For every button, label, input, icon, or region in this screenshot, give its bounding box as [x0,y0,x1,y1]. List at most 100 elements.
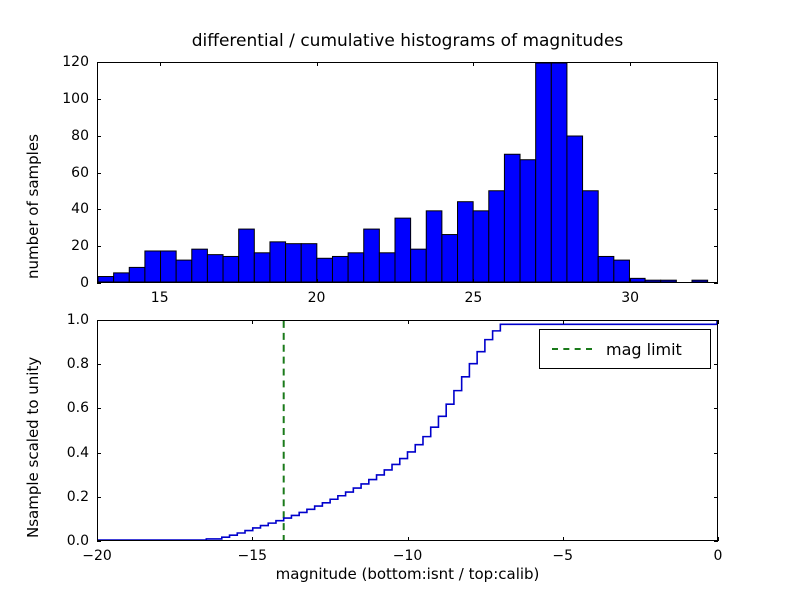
histogram-bar [144,250,162,282]
y-tick-mark [714,541,718,542]
cumulative-step-line [98,321,717,540]
y-tick-mark [714,209,718,211]
y-tick-mark [714,62,718,63]
x-tick-mark [252,537,254,541]
histogram-bar [98,276,115,282]
histogram-bar [410,248,427,282]
y-tick-mark [97,496,101,498]
y-tick-mark [714,246,718,248]
x-tick-label: 0 [713,548,723,564]
cumulative-curve [98,321,717,540]
y-tick-mark [97,364,101,366]
histogram-bar [582,190,599,282]
y-tick-mark [714,135,718,137]
histogram-bar [347,252,365,282]
x-tick-mark [159,62,161,66]
x-tick-mark [316,62,318,66]
histogram-bar [691,279,709,282]
histogram-bar [238,228,255,282]
y-tick-label: 100 [62,90,89,107]
y-tick-mark [714,496,718,498]
y-tick-mark [97,246,101,248]
y-tick-label: 0.4 [66,444,89,461]
x-tick-mark [97,537,98,541]
x-tick-mark [159,279,161,283]
y-tick-mark [97,98,101,100]
bottom-panel-plot-area [98,321,717,540]
x-tick-mark [562,320,564,324]
y-tick-mark [97,135,101,137]
bottom-panel-x-axis-label: magnitude (bottom:isnt / top:calib) [275,565,540,583]
y-tick-mark [97,320,101,321]
y-tick-mark [714,98,718,100]
y-tick-label: 0.2 [66,488,89,505]
histogram-bar [269,241,287,282]
x-tick-mark [473,62,475,66]
x-tick-mark [252,320,254,324]
y-tick-mark [97,62,101,63]
x-tick-label: 20 [307,290,326,306]
histogram-bar [597,255,615,282]
histogram-bar [300,243,318,282]
y-tick-label: 60 [71,164,89,181]
x-tick-mark [718,537,719,541]
x-tick-label: 15 [150,290,169,306]
histogram-bar [519,159,537,282]
x-tick-mark [97,320,98,324]
y-tick-mark [97,209,101,211]
x-tick-mark [562,537,564,541]
y-tick-label: 20 [71,238,89,255]
y-tick-mark [714,320,718,321]
histogram-bar [457,201,474,282]
histogram-bar [160,250,177,282]
y-tick-label: 80 [71,127,89,144]
y-tick-mark [97,541,101,542]
y-tick-mark [714,408,718,410]
histogram-bar [378,252,396,282]
y-tick-mark [97,408,101,410]
x-tick-label: −10 [392,548,423,564]
x-tick-mark [407,320,409,324]
y-tick-label: 0.0 [66,533,89,549]
histogram-bar [222,255,240,282]
histogram-bar [128,266,146,282]
y-tick-label: 0 [80,275,89,291]
legend-box: mag limit [539,329,711,369]
x-tick-mark [718,320,719,324]
y-tick-label: 1.0 [66,312,89,328]
histogram-bar [425,210,443,282]
histogram-bar [253,252,271,282]
legend-entry-mag-limit: mag limit [606,339,682,359]
y-tick-mark [97,283,101,284]
histogram-bar [535,63,552,282]
x-tick-mark [473,279,475,283]
y-tick-label: 0.6 [66,400,89,417]
histogram-bar [175,259,193,282]
histogram-bar [644,279,662,282]
x-tick-mark [316,279,318,283]
x-tick-label: 30 [621,290,640,306]
x-tick-label: 25 [464,290,483,306]
histogram-bar [488,190,505,282]
x-tick-label: −5 [552,548,574,564]
x-tick-mark [407,537,409,541]
histogram-bar [628,277,646,282]
mag-limit-line-swatch-icon [552,348,592,350]
y-tick-mark [714,172,718,174]
histogram-bar [613,259,630,282]
x-tick-mark [630,62,632,66]
x-tick-label: −20 [82,548,112,564]
top-panel-plot-area [98,63,717,282]
histogram-bar [113,272,130,282]
y-tick-mark [97,452,101,454]
y-tick-label: 0.8 [66,356,89,373]
histogram-bar [550,63,568,282]
histogram-bar [363,228,380,282]
top-panel-axes [97,62,718,283]
histogram-bar [285,243,302,282]
histogram-bar [206,254,224,282]
chart-title: differential / cumulative histograms of … [191,31,624,51]
histogram-bar [316,257,333,282]
histogram-bar [441,234,459,282]
